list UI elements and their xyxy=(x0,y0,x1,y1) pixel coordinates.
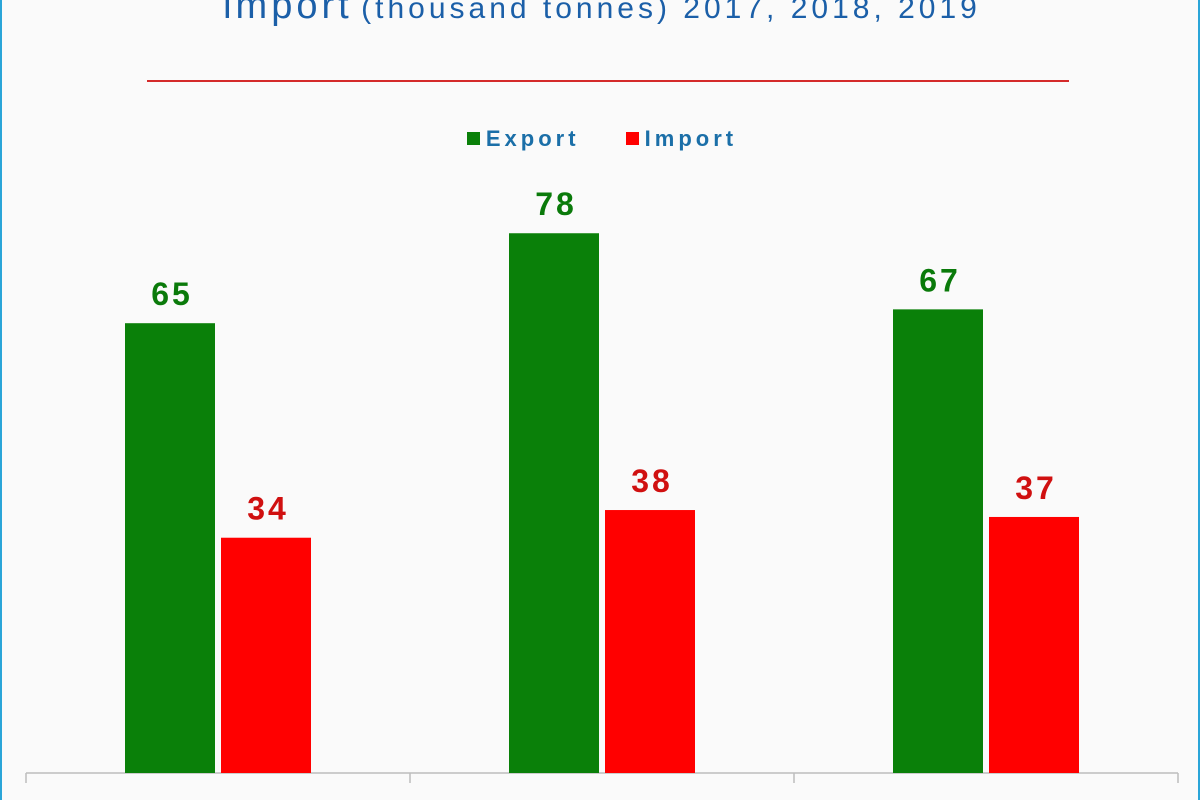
legend-swatch-import xyxy=(625,132,639,145)
chart-title-main: import xyxy=(223,0,353,27)
data-label-export-2018: 78 xyxy=(535,186,577,222)
chart-title: import (thousand tonnes) 2017, 2018, 201… xyxy=(2,0,1198,40)
chart-title-rest: (thousand tonnes) 2017, 2018, 2019 xyxy=(361,0,981,25)
data-label-export-2019: 67 xyxy=(919,262,961,298)
chart-legend: Export Import xyxy=(2,126,1198,152)
bar-import-2017 xyxy=(221,537,311,773)
data-label-import-2017: 34 xyxy=(247,491,289,527)
bar-export-2018 xyxy=(509,233,599,774)
title-divider xyxy=(147,80,1069,82)
legend-item-export: Export xyxy=(466,126,580,152)
legend-label-export: Export xyxy=(485,126,580,151)
legend-item-import: Import xyxy=(625,126,738,152)
bar-export-2017 xyxy=(125,323,215,773)
bar-import-2018 xyxy=(605,510,695,773)
data-label-export-2017: 65 xyxy=(151,276,193,312)
data-label-import-2018: 38 xyxy=(631,463,673,499)
data-label-import-2019: 37 xyxy=(1015,470,1057,506)
legend-swatch-export xyxy=(466,132,480,145)
bar-export-2019 xyxy=(893,309,983,773)
bar-import-2019 xyxy=(989,516,1079,773)
legend-label-import: Import xyxy=(644,126,738,151)
